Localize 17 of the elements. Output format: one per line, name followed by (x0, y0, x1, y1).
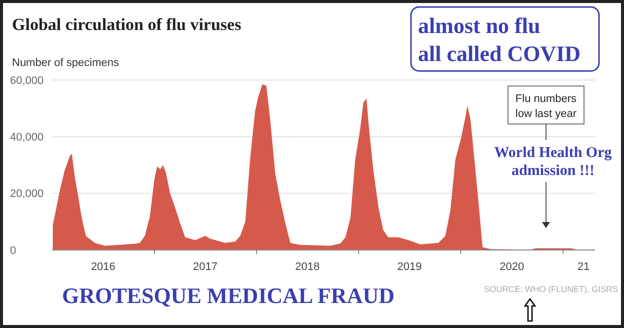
x-tick-label: 2018 (295, 261, 320, 273)
y-tick-label: 40,000 (10, 132, 44, 144)
text: almost no flu all called COVID (418, 13, 581, 66)
x-tick-label: 21 (577, 261, 590, 273)
y-tick-label: 20,000 (10, 188, 44, 200)
source-note: SOURCE: WHO (FLUNET), GISRS (484, 284, 618, 294)
y-tick-label: 0 (10, 244, 16, 257)
text: GROTESQUE MEDICAL FRAUD (62, 283, 394, 308)
x-tick-label: 2016 (90, 261, 116, 273)
y-axis-title: Number of specimens (12, 57, 120, 69)
chart-title: Global circulation of flu viruses (12, 15, 242, 34)
x-tick-label: 2019 (397, 261, 422, 273)
y-tick-label: 60,000 (10, 74, 44, 87)
annotation: Flu numbers low last year (515, 93, 578, 120)
x-tick-label: 2020 (500, 261, 524, 273)
x-tick-label: 2017 (193, 261, 218, 273)
annotation: World Health Org admission !!! (494, 145, 612, 179)
